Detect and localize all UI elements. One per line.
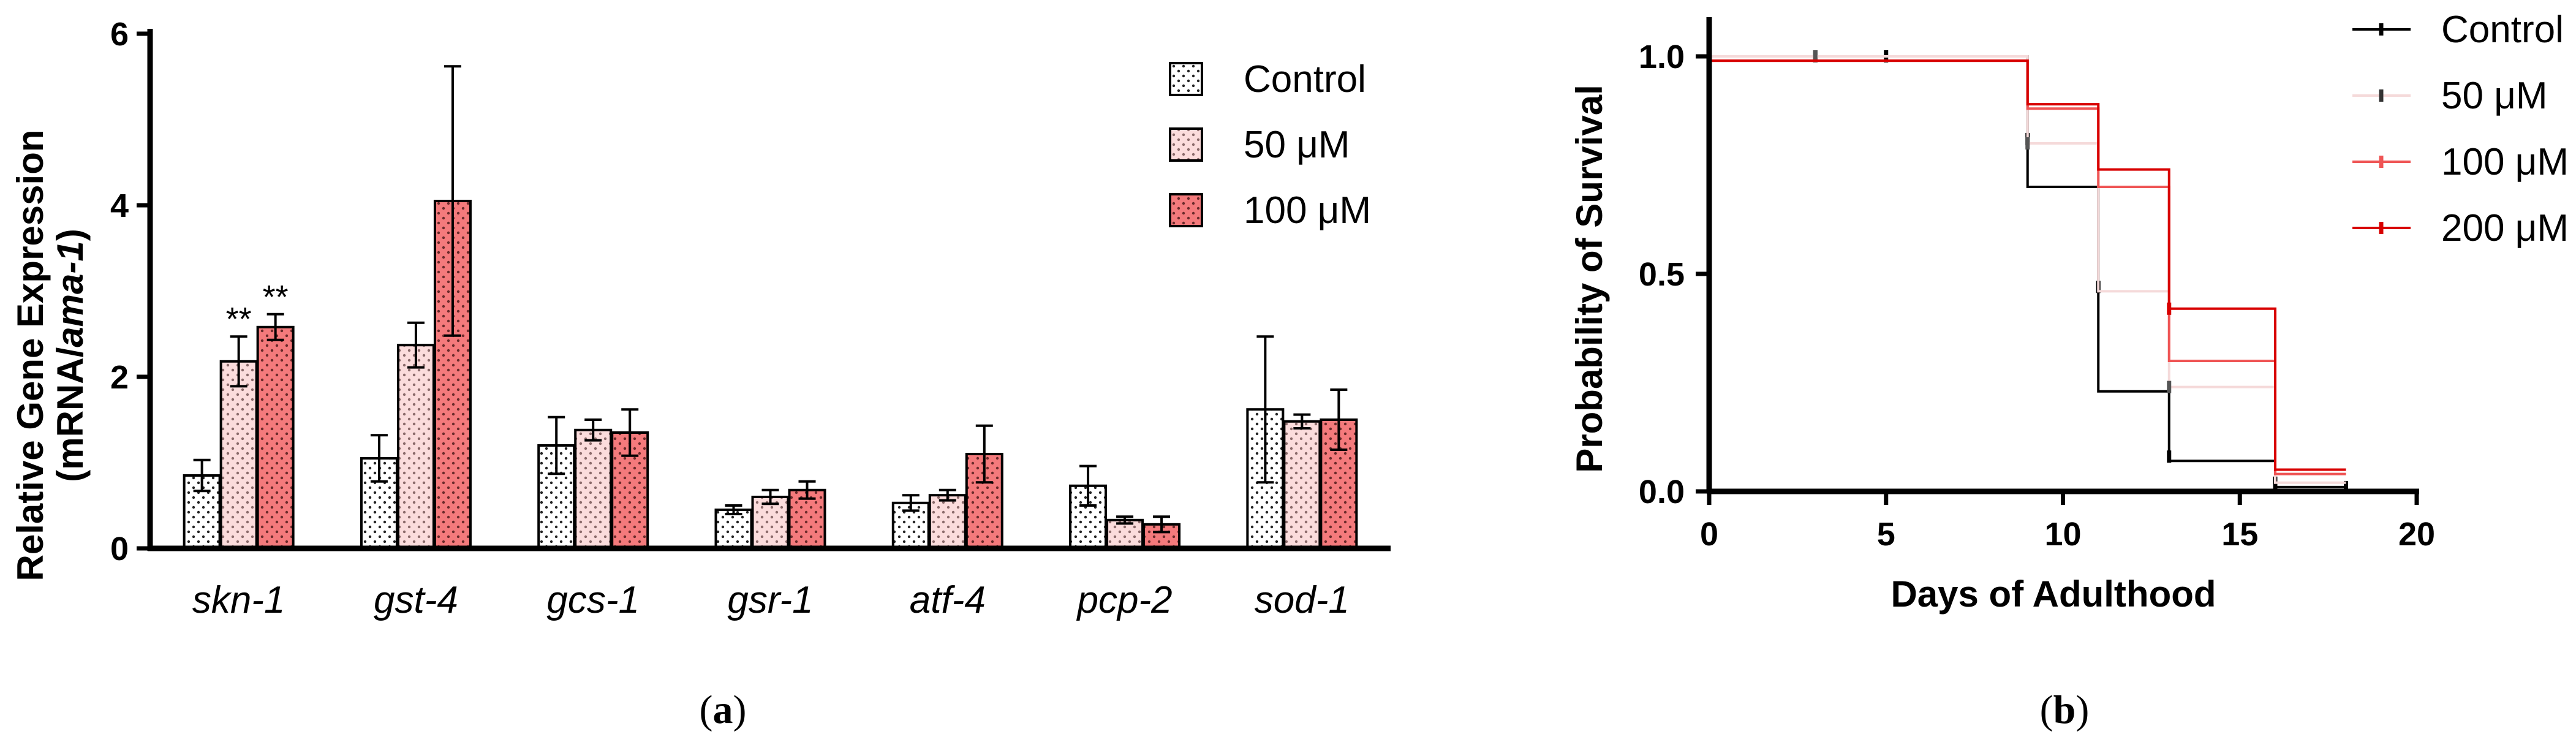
panel-a-letter: a bbox=[713, 687, 733, 732]
legend-label-a: 100 μM bbox=[1244, 189, 1371, 232]
x-tick-label-b: 20 bbox=[2398, 516, 2435, 553]
y-tick-label-b: 0.5 bbox=[1639, 256, 1685, 293]
survival-curve-1 bbox=[1709, 55, 2346, 484]
y-tick-label-b: 0.0 bbox=[1639, 474, 1685, 510]
x-tick-label-b: 5 bbox=[1877, 516, 1895, 553]
y-tick-label-a: 0 bbox=[110, 531, 129, 567]
y-tick-label-a: 2 bbox=[110, 359, 129, 396]
significance-marker: ** bbox=[263, 279, 289, 316]
y-tick-label-a: 4 bbox=[110, 187, 129, 224]
legend-label-b: Control bbox=[2441, 9, 2564, 51]
legend-label-a: 50 μM bbox=[1244, 124, 1350, 166]
y-tick-label-a: 6 bbox=[110, 16, 129, 53]
legend-a: Control 50 μM 100 μM bbox=[1169, 58, 1371, 232]
x-tick-label-b: 0 bbox=[1700, 516, 1718, 553]
legend-swatch-a bbox=[1169, 62, 1203, 96]
legend-swatch-a bbox=[1169, 127, 1203, 162]
legend-label-a: Control bbox=[1244, 58, 1366, 100]
category-label: skn-1 bbox=[192, 579, 285, 621]
legend-label-b: 200 μM bbox=[2441, 207, 2569, 249]
x-axis-title-b: Days of Adulthood bbox=[1890, 574, 2216, 615]
y-axis-title-suffix: ) bbox=[50, 229, 91, 241]
category-label: atf-4 bbox=[910, 579, 986, 621]
legend-swatch-a bbox=[1169, 193, 1203, 227]
panel-a-label: (a) bbox=[700, 687, 747, 732]
significance-marker: ** bbox=[226, 301, 252, 338]
legend-label-b: 100 μM bbox=[2441, 141, 2569, 183]
y-axis-title-b: Probability of Survival bbox=[1569, 85, 1610, 473]
bar-gcs-1-1 bbox=[574, 428, 613, 550]
legend-b: Control 50 μM 100 μM 200 μM bbox=[2352, 9, 2569, 249]
y-axis-title-italic: ama-1 bbox=[50, 241, 91, 347]
x-tick-label-b: 10 bbox=[2044, 516, 2081, 553]
y-tick-label-b: 1.0 bbox=[1639, 39, 1685, 75]
category-label: sod-1 bbox=[1255, 579, 1350, 621]
survival-curve-3 bbox=[1709, 59, 2346, 471]
bar-skn-1-1 bbox=[219, 360, 258, 550]
bar-skn-1-2 bbox=[256, 325, 295, 550]
bar-chart-gene-expression: 0 2 4 6 skn-1 gst-4 gcs-1 gsr-1 atf-4 pcp-2 sod-1… bbox=[10, 16, 1391, 621]
x-tick-label-b: 15 bbox=[2221, 516, 2258, 553]
y-axis-title-prefix: (mRNA/ bbox=[50, 347, 91, 482]
legend-label-b: 50 μM bbox=[2441, 75, 2548, 117]
panel-b-letter: b bbox=[2053, 687, 2076, 732]
y-axis-title-line1: Relative Gene Expression bbox=[10, 130, 51, 581]
category-label: gsr-1 bbox=[727, 579, 813, 621]
panel-b-label: (b) bbox=[2040, 687, 2090, 732]
category-label: gcs-1 bbox=[546, 579, 640, 621]
bar-gsr-1-0 bbox=[714, 509, 753, 550]
bar-gst-4-1 bbox=[396, 344, 435, 550]
category-label: gst-4 bbox=[374, 579, 458, 621]
bar-atf-4-1 bbox=[928, 494, 967, 550]
bar-sod-1-1 bbox=[1283, 420, 1321, 550]
category-label: pcp-2 bbox=[1076, 579, 1173, 621]
survival-chart: 0 5 10 15 20 0.0 0.5 1.0 Days of Adulthood Prob… bbox=[1569, 9, 2569, 615]
y-axis-title-line2: (mRNA/ama-1) bbox=[50, 229, 91, 482]
